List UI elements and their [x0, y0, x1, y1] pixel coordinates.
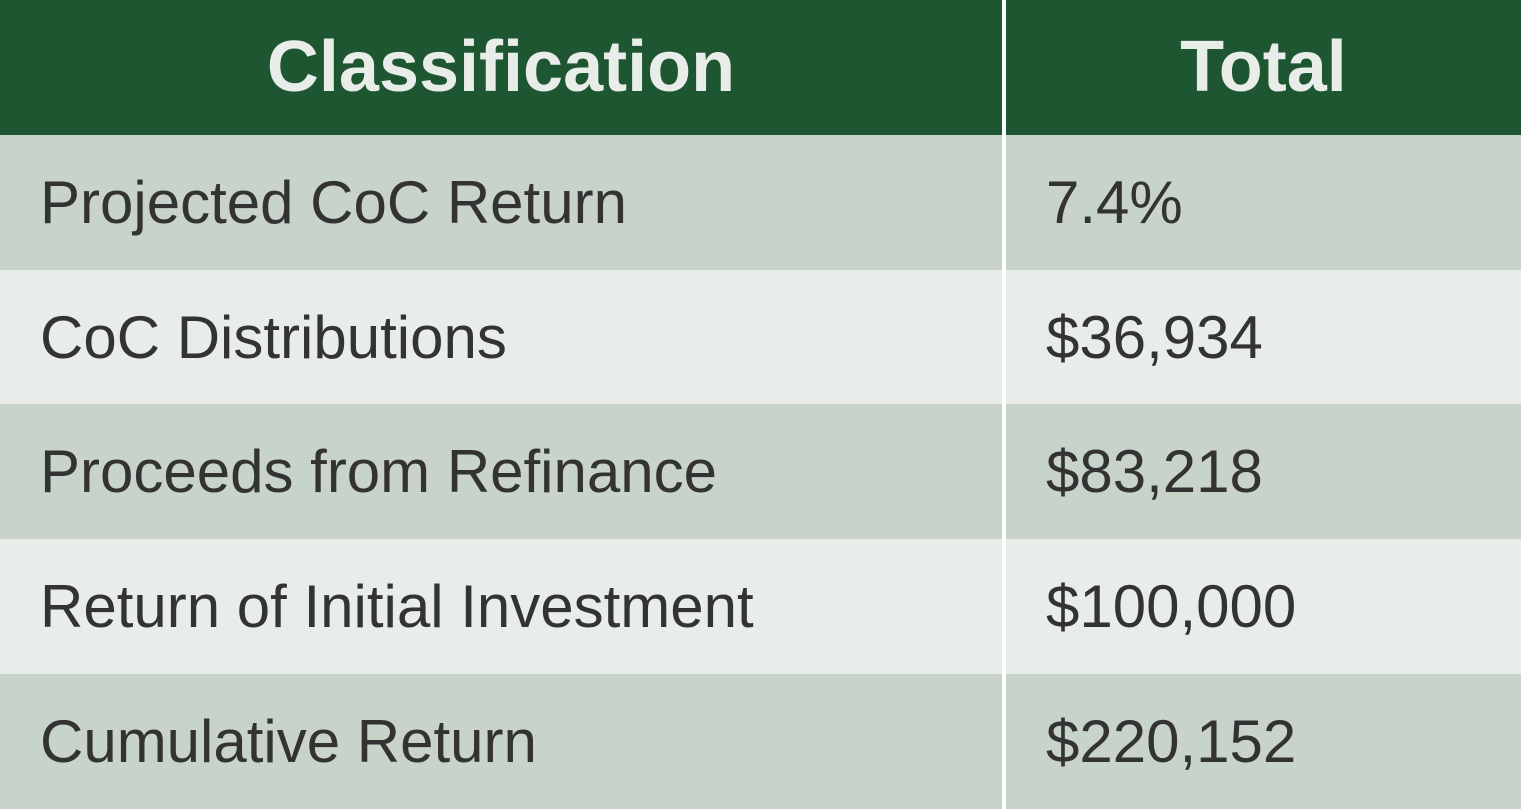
cell-classification: Cumulative Return — [0, 674, 1006, 809]
table-row: Proceeds from Refinance $83,218 — [0, 404, 1521, 539]
cell-classification: Return of Initial Investment — [0, 539, 1006, 674]
table-header-row: Classification Total — [0, 0, 1521, 135]
cell-total: 7.4% — [1006, 135, 1521, 270]
cell-total: $36,934 — [1006, 270, 1521, 405]
cell-classification: CoC Distributions — [0, 270, 1006, 405]
cell-total: $83,218 — [1006, 404, 1521, 539]
header-classification: Classification — [0, 0, 1006, 135]
table-row: Cumulative Return $220,152 — [0, 674, 1521, 809]
cell-total: $220,152 — [1006, 674, 1521, 809]
cell-classification: Proceeds from Refinance — [0, 404, 1006, 539]
header-total: Total — [1006, 0, 1521, 135]
table-row: Return of Initial Investment $100,000 — [0, 539, 1521, 674]
cell-total: $100,000 — [1006, 539, 1521, 674]
investment-returns-table: Classification Total Projected CoC Retur… — [0, 0, 1521, 809]
cell-classification: Projected CoC Return — [0, 135, 1006, 270]
table-row: Projected CoC Return 7.4% — [0, 135, 1521, 270]
table-row: CoC Distributions $36,934 — [0, 270, 1521, 405]
